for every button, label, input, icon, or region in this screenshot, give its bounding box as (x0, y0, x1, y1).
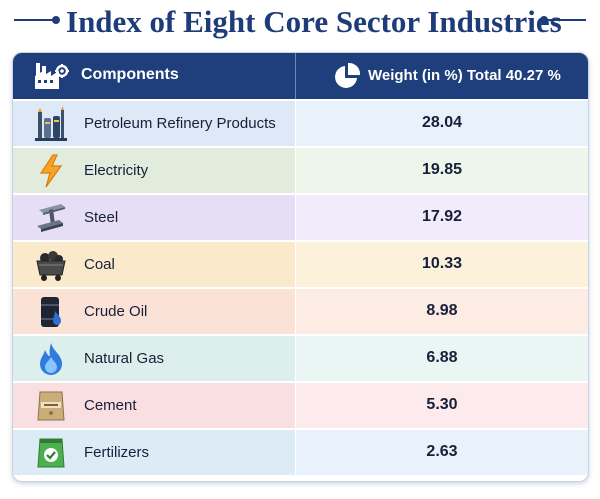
component-name: Natural Gas (84, 350, 165, 367)
cement-bag-icon (33, 388, 69, 424)
weight-cell: 6.88 (296, 336, 588, 381)
table-row: Cement 5.30 (13, 381, 588, 428)
core-sector-table: Components Weight (in %) Total 40.27 % (12, 52, 589, 482)
refinery-icon (33, 106, 69, 142)
table-row: Petroleum Refinery Products 28.04 (13, 99, 588, 146)
header-divider (295, 53, 296, 99)
table-row: Fertilizers 2.63 (13, 428, 588, 475)
component-cell: Coal (13, 242, 295, 287)
title-right-rule (546, 19, 586, 21)
component-name: Coal (84, 256, 115, 273)
title-bar: Index of Eight Core Sector Industries (0, 0, 600, 46)
weight-value: 28.04 (421, 114, 463, 131)
weight-cell: 2.63 (296, 430, 588, 475)
weight-cell: 19.85 (296, 148, 588, 193)
table-row: Crude Oil 8.98 (13, 287, 588, 334)
weight-cell: 17.92 (296, 195, 588, 240)
component-cell: Steel (13, 195, 295, 240)
coal-cart-icon (33, 247, 69, 283)
weight-value: 8.98 (426, 302, 458, 319)
weight-value: 17.92 (421, 208, 463, 225)
component-name: Crude Oil (84, 303, 148, 320)
fertilizer-bag-icon (33, 435, 69, 471)
component-cell: Petroleum Refinery Products (13, 101, 295, 146)
weight-value: 5.30 (426, 396, 458, 413)
weight-cell: 28.04 (296, 101, 588, 146)
table-header: Components Weight (in %) Total 40.27 % (13, 53, 588, 99)
table-row: Coal 10.33 (13, 240, 588, 287)
lightning-icon (33, 153, 69, 189)
component-name: Fertilizers (84, 444, 150, 461)
component-cell: Crude Oil (13, 289, 295, 334)
flame-icon (33, 341, 69, 377)
weight-cell: 5.30 (296, 383, 588, 428)
weight-header: Weight (in %) Total 40.27 % (368, 67, 561, 84)
weight-cell: 8.98 (296, 289, 588, 334)
weight-value: 19.85 (421, 161, 463, 178)
weight-value: 10.33 (421, 255, 463, 272)
weight-value: 2.63 (426, 443, 458, 460)
table-row: Steel 17.92 (13, 193, 588, 240)
component-cell: Cement (13, 383, 295, 428)
weight-cell: 10.33 (296, 242, 588, 287)
component-name: Steel (84, 209, 119, 226)
title-right-dot (540, 16, 548, 24)
title-left-dot (52, 16, 60, 24)
pie-chart-icon (333, 62, 361, 95)
oil-barrel-icon (33, 294, 69, 330)
page-title: Index of Eight Core Sector Industries (66, 4, 562, 39)
component-name: Petroleum Refinery Products (84, 115, 276, 132)
factory-icon (33, 61, 69, 96)
components-header: Components (81, 66, 179, 83)
title-left-rule (14, 19, 54, 21)
component-name: Electricity (84, 162, 149, 179)
table-row: Natural Gas 6.88 (13, 334, 588, 381)
weight-value: 6.88 (426, 349, 458, 366)
component-cell: Natural Gas (13, 336, 295, 381)
steel-beam-icon (33, 200, 69, 236)
table-row: Electricity 19.85 (13, 146, 588, 193)
component-cell: Electricity (13, 148, 295, 193)
component-cell: Fertilizers (13, 430, 295, 475)
component-name: Cement (84, 397, 137, 414)
